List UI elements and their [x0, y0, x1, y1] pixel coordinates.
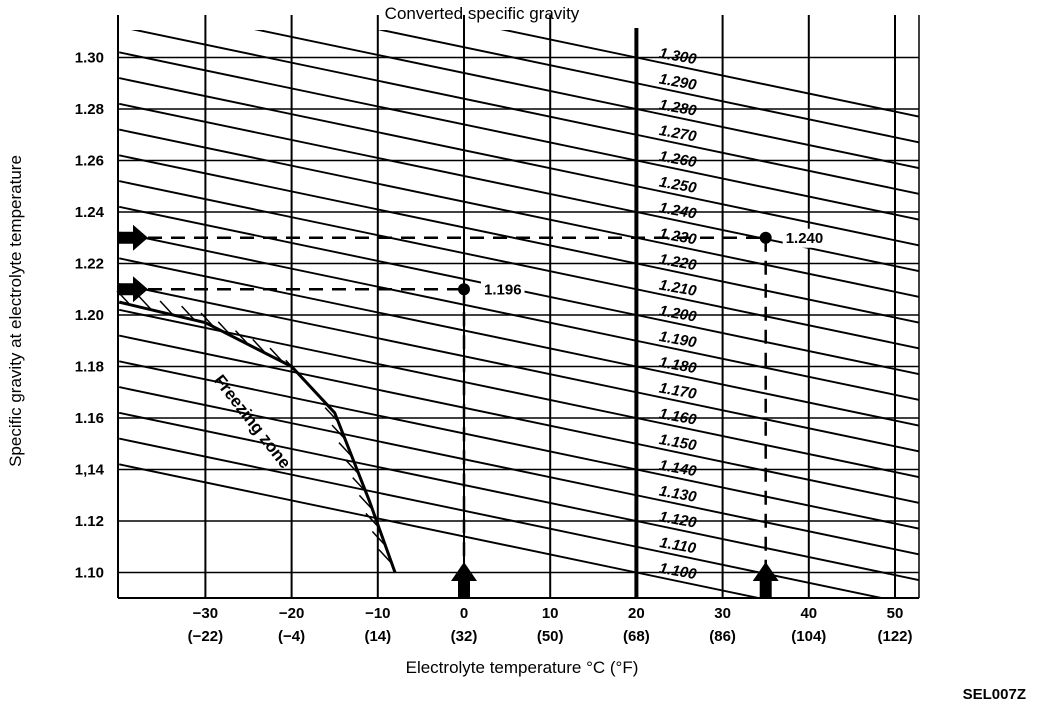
y-tick-label: 1,14: [75, 462, 105, 479]
converted-gravity-label: 1.120: [658, 508, 699, 531]
example-label-background: [481, 280, 525, 300]
converted-gravity-line: [119, 386, 919, 556]
converted-gravity-line: [119, 180, 919, 350]
converted-gravity-label: 1.210: [658, 277, 699, 300]
converted-gravity-label: 1.250: [658, 174, 699, 197]
x-tick-label: 20: [628, 605, 645, 622]
x-tick-label-fahrenheit: (68): [623, 628, 650, 645]
y-tick-label: 1.26: [75, 153, 104, 170]
y-tick-label: 1.28: [75, 101, 104, 118]
y-tick-label: 1.24: [75, 204, 105, 221]
example-point: [458, 283, 470, 296]
x-tick-label: 40: [800, 605, 817, 622]
converted-gravity-line: [130, 30, 919, 195]
x-tick-label-fahrenheit: (−22): [188, 628, 223, 645]
converted-gravity-lines: [119, 30, 919, 598]
converted-gravity-label: 1.170: [658, 380, 699, 403]
converted-gravity-label: 1.180: [658, 354, 699, 377]
grid: 1.10 1.12 1,14 1.16 1.18 1.20 1.22 1.24 1.26 1.28…: [75, 15, 920, 645]
x-tick-label-fahrenheit: (−4): [278, 628, 305, 645]
converted-gravity-label: 1.300: [658, 45, 699, 68]
x-tick-label-fahrenheit: (86): [709, 628, 736, 645]
converted-gravity-labels: 1.3001.2901.2801.2701.2601.2501.2401.230…: [658, 45, 699, 583]
right-arrow-icon: [118, 224, 148, 251]
converted-gravity-label: 1.240: [658, 199, 699, 222]
converted-gravity-label: 1.200: [658, 302, 699, 325]
converted-gravity-line: [119, 77, 919, 247]
converted-gravity-line: [500, 30, 919, 118]
converted-gravity-label: 1.160: [658, 405, 699, 428]
converted-gravity-label: 1.280: [658, 96, 699, 119]
chart-title: Converted specific gravity: [385, 4, 580, 23]
y-tick-label: 1.30: [75, 50, 104, 67]
x-tick-label: 0: [460, 605, 468, 622]
right-arrow-icon: [118, 276, 148, 303]
x-tick-label: 30: [714, 605, 731, 622]
converted-gravity-label: 1.130: [658, 483, 699, 506]
up-arrow-icon: [752, 562, 779, 598]
converted-gravity-label: 1.150: [658, 431, 699, 454]
x-tick-label-fahrenheit: (14): [364, 628, 391, 645]
converted-gravity-label: 1.100: [658, 560, 699, 583]
converted-gravity-line: [253, 30, 919, 170]
x-tick-label: 10: [542, 605, 559, 622]
converted-gravity-line: [119, 463, 763, 598]
converted-gravity-line: [119, 334, 919, 504]
x-tick-label-fahrenheit: (122): [877, 628, 912, 645]
converted-gravity-line: [119, 360, 919, 530]
x-tick-label-fahrenheit: (32): [451, 628, 478, 645]
converted-gravity-label: 1.190: [658, 328, 699, 351]
y-tick-label: 1.22: [75, 256, 104, 273]
freezing-zone-hatching: [116, 290, 393, 564]
figure-code: SEL007Z: [963, 686, 1026, 703]
converted-gravity-line: [119, 231, 919, 401]
converted-gravity-line: [377, 30, 919, 144]
x-tick-label-fahrenheit: (104): [791, 628, 826, 645]
example-readings: 1.196 1.240: [118, 224, 827, 598]
example-label-background: [782, 228, 827, 248]
x-tick-label: 50: [887, 605, 904, 622]
converted-gravity-line: [119, 128, 919, 298]
up-arrow-icon: [451, 562, 477, 598]
x-tick-label: −10: [365, 605, 390, 622]
x-tick-label: −30: [193, 605, 218, 622]
converted-gravity-label: 1.290: [658, 71, 699, 94]
example-result-label: 1.196: [484, 281, 522, 298]
converted-gravity-line: [119, 283, 919, 453]
converted-gravity-label: 1.140: [658, 457, 699, 480]
converted-gravity-line: [119, 308, 919, 479]
example-point: [759, 231, 772, 244]
converted-gravity-label: 1.110: [658, 534, 697, 557]
y-tick-label: 1.16: [75, 410, 104, 427]
y-tick-label: 1.20: [75, 307, 104, 324]
x-tick-label: −20: [279, 605, 304, 622]
converted-gravity-line: [119, 411, 919, 582]
converted-gravity-label: 1.220: [658, 251, 699, 274]
converted-gravity-label: 1.270: [658, 122, 699, 145]
example-result-label: 1.240: [786, 230, 824, 247]
converted-gravity-line: [119, 51, 919, 221]
x-axis-title: Electrolyte temperature °C (°F): [406, 658, 639, 677]
y-axis-title: Specific gravity at electrolyte temperat…: [6, 155, 25, 467]
converted-gravity-line: [119, 437, 887, 598]
y-tick-label: 1.10: [75, 565, 104, 582]
y-tick-label: 1.18: [75, 359, 104, 376]
converted-gravity-line: [119, 154, 919, 324]
converted-gravity-line: [119, 257, 919, 427]
converted-gravity-label: 1.260: [658, 148, 699, 171]
x-tick-label-fahrenheit: (50): [537, 628, 564, 645]
y-tick-label: 1.12: [75, 513, 104, 530]
